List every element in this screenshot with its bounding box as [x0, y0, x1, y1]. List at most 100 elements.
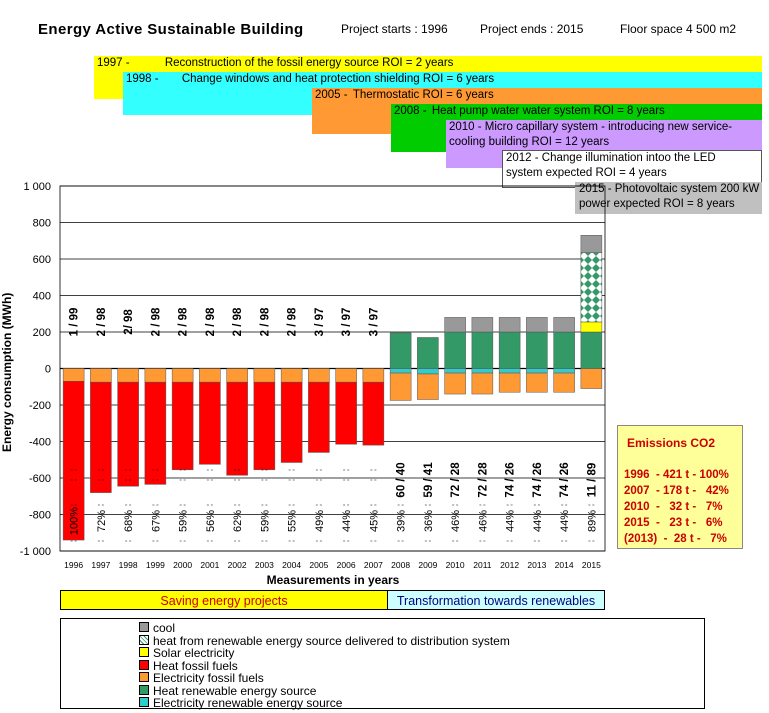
legend-label: heat from renewable energy source delive… [153, 633, 510, 648]
percent-label: 59% [178, 510, 190, 532]
emissions-row: 2010 - 32 t - 7% [624, 501, 723, 513]
bar-elec_renew [389, 368, 412, 374]
x-tick-label: 2010 [446, 560, 465, 570]
bar-heat_delivered [580, 252, 603, 323]
bar-elec_fossil [444, 372, 466, 395]
project-year: 2008 - [394, 105, 427, 117]
bar-heat_renew [417, 337, 439, 369]
project-text: 2012 - Change illumination intoo the LED… [506, 152, 716, 179]
bar-elec_renew [417, 368, 439, 375]
legend-item-solar: Solar electricity [139, 647, 234, 660]
bar-cool [498, 317, 521, 333]
bar-heat_renew [498, 331, 521, 369]
percent-label: 100% [69, 507, 81, 535]
percent-label: 44% [532, 510, 544, 532]
bar-heat_fossil [280, 381, 303, 463]
x-tick-label: 1996 [64, 560, 83, 570]
legend-label: Heat fossil fuels [153, 658, 238, 673]
project-year: 1998 - [126, 73, 159, 85]
phase-saving: Saving energy projects [60, 590, 388, 610]
x-tick-label: 2008 [391, 560, 410, 570]
bar-heat_fossil [117, 381, 139, 487]
bar-heat_renew [526, 331, 548, 369]
bar-elec_fossil [471, 372, 494, 395]
page-title: Energy Active Sustainable Building [38, 21, 304, 38]
x-tick-label: 2000 [173, 560, 192, 570]
bar-heat_renew [471, 331, 494, 369]
x-tick-label: 1997 [91, 560, 110, 570]
bar-elec_fossil [199, 368, 221, 383]
bar-elec_fossil [362, 368, 385, 383]
x-axis-title: Measurements in years [266, 573, 400, 587]
phase-transformation: Transformation towards renewables [387, 590, 605, 610]
emissions-row: 1996 - 421 t - 100% [624, 469, 729, 481]
legend-label: Solar electricity [153, 646, 235, 660]
project-year: 1997 - [97, 57, 130, 69]
percent-label: 44% [559, 510, 571, 532]
legend-swatch [139, 659, 149, 670]
percent-label: 89% [586, 510, 598, 532]
bar-elec_renew [471, 368, 494, 374]
percent-label: 44% [505, 510, 517, 532]
legend-item-elec_fossil: Electricity fossil fuels [139, 672, 264, 685]
x-tick-label: 2002 [228, 560, 247, 570]
project-text: Heat pump water water system ROI = 8 yea… [431, 105, 665, 117]
bar-elec_fossil [90, 368, 112, 383]
percent-label: 49% [314, 510, 326, 532]
y-tick-label: -1 000 [20, 546, 51, 558]
y-tick-label: 400 [33, 291, 51, 303]
percent-label: 67% [150, 510, 162, 532]
bar-elec_fossil [62, 368, 85, 382]
project-year: 2005 - [315, 89, 348, 101]
bar-elec_fossil [117, 368, 139, 383]
bar-heat_fossil [362, 381, 385, 446]
percent-label: 55% [287, 510, 299, 532]
x-tick-label: 2005 [309, 560, 328, 570]
x-tick-label: 2012 [500, 560, 519, 570]
ratio-label: 72 / 28 [450, 462, 462, 498]
bar-heat_renew [444, 331, 466, 369]
x-tick-label: 1998 [119, 560, 138, 570]
x-tick-label: 2004 [282, 560, 301, 570]
bar-cool [580, 235, 603, 253]
bar-heat_fossil [253, 381, 276, 471]
legend-item-heat_fossil: Heat fossil fuels [139, 658, 238, 673]
bar-heat_fossil [171, 381, 194, 471]
ratio-label: 3 / 97 [341, 308, 353, 337]
bar-elec_fossil [226, 368, 248, 383]
project-text: Change windows and heat protection shiel… [181, 73, 495, 85]
x-tick-label: 2001 [200, 560, 219, 570]
bar-heat_renew [389, 332, 412, 369]
ratio-label: 1 / 99 [69, 308, 81, 337]
bar-heat_fossil [90, 381, 112, 493]
bar-cool [471, 317, 494, 333]
y-tick-label: 1 000 [23, 181, 51, 193]
bar-elec_fossil [553, 372, 575, 393]
bar-cool [526, 317, 548, 333]
bar-heat_renew [553, 331, 575, 369]
x-tick-label: 2014 [555, 560, 574, 570]
bar-elec_fossil [526, 372, 548, 393]
x-tick-label: 2003 [255, 560, 274, 570]
legend-swatch [139, 647, 149, 657]
bar-elec_renew [526, 368, 548, 374]
percent-label: 45% [368, 510, 380, 532]
y-tick-label: 0 [45, 364, 51, 376]
y-tick-label: -200 [29, 400, 51, 412]
emissions-title: Emissions CO2 [627, 436, 716, 450]
bar-elec_fossil [417, 373, 439, 400]
legend-swatch [139, 634, 149, 645]
percent-label: 68% [123, 510, 135, 532]
bar-heat_fossil [335, 381, 357, 445]
bar-elec_renew [553, 368, 575, 374]
plot-border [59, 185, 606, 552]
ratio-label: 72 / 28 [477, 462, 489, 498]
bar-elec_renew [498, 368, 521, 374]
percent-label: 59% [259, 510, 271, 532]
bar-elec_fossil [335, 368, 357, 383]
emissions-row: 2007 - 178 t - 42% [624, 485, 729, 497]
x-tick-label: 2015 [582, 560, 601, 570]
legend-item-elec_renew: Electricity renewable energy source [139, 697, 342, 710]
project-text: 2010 - Micro capillary system - introduc… [449, 121, 733, 148]
project-2012: 2012 - Change illumination intoo the LED… [502, 150, 762, 188]
